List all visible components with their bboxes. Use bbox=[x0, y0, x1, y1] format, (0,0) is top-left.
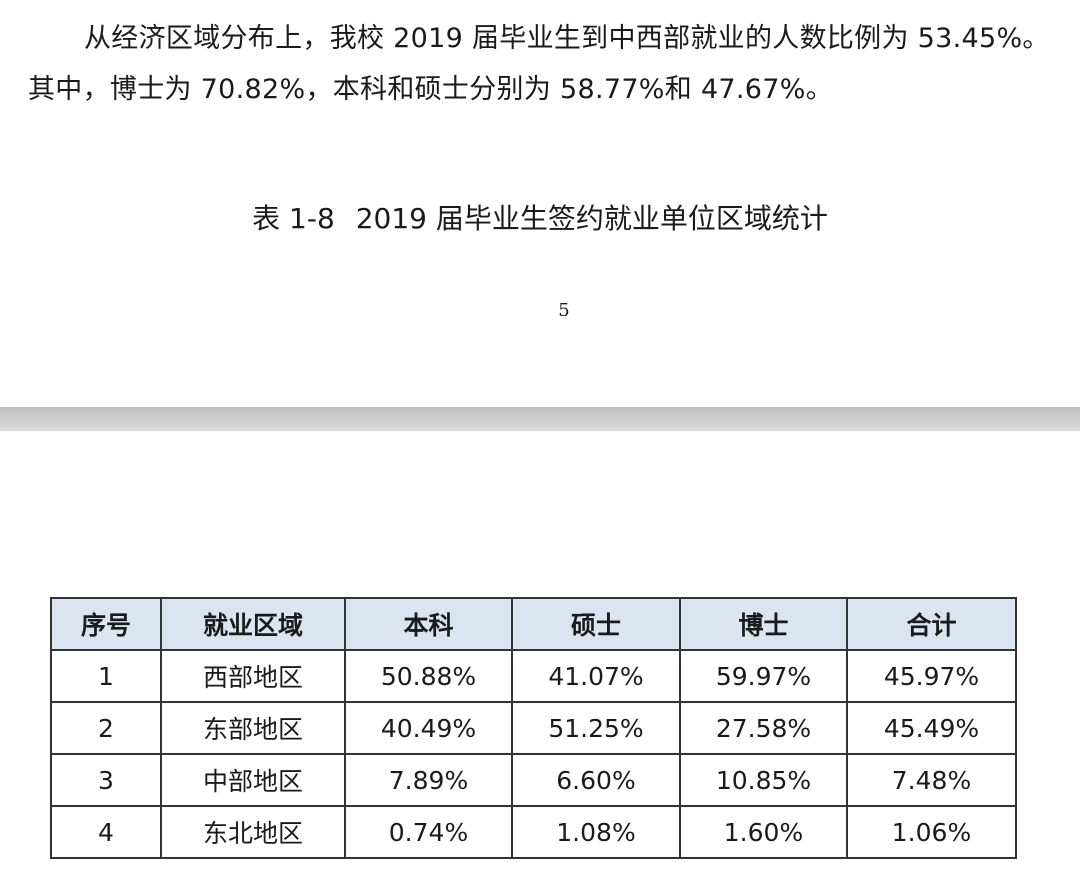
document-page-upper: 从经济区域分布上，我校 2019 届毕业生到中西部就业的人数比例为 53.45%… bbox=[0, 0, 1080, 407]
table-cell: 45.97% bbox=[846, 649, 1017, 703]
table-cell: 东北地区 bbox=[160, 805, 346, 859]
region-statistics-table: 序号 就业区域 本科 硕士 博士 合计 1 西部地区 50.88% 41.07%… bbox=[50, 597, 1017, 859]
header-cell-master: 硕士 bbox=[511, 597, 681, 651]
table-cell: 1.60% bbox=[679, 805, 848, 859]
header-cell-total: 合计 bbox=[846, 597, 1017, 651]
table-row: 4 东北地区 0.74% 1.08% 1.60% 1.06% bbox=[50, 805, 1017, 859]
table-cell: 10.85% bbox=[679, 753, 848, 807]
table-cell: 东部地区 bbox=[160, 701, 346, 755]
table-cell: 2 bbox=[50, 701, 162, 755]
table-cell: 40.49% bbox=[344, 701, 513, 755]
table-cell: 中部地区 bbox=[160, 753, 346, 807]
table-cell: 1.06% bbox=[846, 805, 1017, 859]
page-number: 5 bbox=[558, 300, 570, 321]
page-separator bbox=[0, 407, 1080, 431]
table-caption: 表 1-8 2019 届毕业生签约就业单位区域统计 bbox=[0, 203, 1080, 235]
table-cell: 7.89% bbox=[344, 753, 513, 807]
table-cell: 50.88% bbox=[344, 649, 513, 703]
header-cell-index: 序号 bbox=[50, 597, 162, 651]
document-page-lower: 序号 就业区域 本科 硕士 博士 合计 1 西部地区 50.88% 41.07%… bbox=[0, 431, 1080, 887]
table-cell: 6.60% bbox=[511, 753, 681, 807]
table-cell: 4 bbox=[50, 805, 162, 859]
table-cell: 1 bbox=[50, 649, 162, 703]
table-caption-number: 表 1-8 bbox=[252, 202, 335, 235]
table-row: 1 西部地区 50.88% 41.07% 59.97% 45.97% bbox=[50, 649, 1017, 703]
table-cell: 1.08% bbox=[511, 805, 681, 859]
paragraph-line-1: 从经济区域分布上，我校 2019 届毕业生到中西部就业的人数比例为 53.45%… bbox=[84, 23, 1050, 54]
header-cell-doctor: 博士 bbox=[679, 597, 848, 651]
table-cell: 7.48% bbox=[846, 753, 1017, 807]
table-cell: 59.97% bbox=[679, 649, 848, 703]
table-cell: 41.07% bbox=[511, 649, 681, 703]
table-caption-title: 2019 届毕业生签约就业单位区域统计 bbox=[355, 202, 828, 235]
table-row: 2 东部地区 40.49% 51.25% 27.58% 45.49% bbox=[50, 701, 1017, 755]
table-row: 3 中部地区 7.89% 6.60% 10.85% 7.48% bbox=[50, 753, 1017, 807]
table-header-row: 序号 就业区域 本科 硕士 博士 合计 bbox=[50, 597, 1017, 651]
paragraph-line-2: 其中，博士为 70.82%，本科和硕士分别为 58.77%和 47.67%。 bbox=[28, 74, 833, 105]
table-cell: 西部地区 bbox=[160, 649, 346, 703]
table-cell: 3 bbox=[50, 753, 162, 807]
header-cell-bachelor: 本科 bbox=[344, 597, 513, 651]
table-cell: 45.49% bbox=[846, 701, 1017, 755]
table-cell: 51.25% bbox=[511, 701, 681, 755]
table-cell: 0.74% bbox=[344, 805, 513, 859]
header-cell-region: 就业区域 bbox=[160, 597, 346, 651]
table-cell: 27.58% bbox=[679, 701, 848, 755]
